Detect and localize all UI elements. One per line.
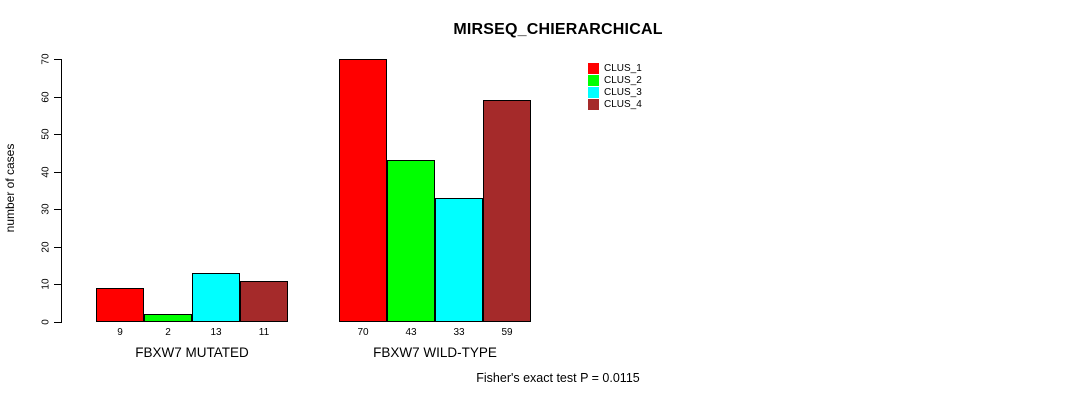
y-axis-tick bbox=[54, 59, 61, 60]
y-axis-tick bbox=[54, 246, 61, 248]
bar-clus_1-wild-type bbox=[339, 59, 387, 322]
y-tick-label: 50 bbox=[40, 128, 52, 140]
y-axis-tick bbox=[54, 171, 61, 173]
legend-label: CLUS_4 bbox=[604, 98, 642, 110]
y-tick-label: 30 bbox=[40, 203, 52, 215]
y-axis-tick bbox=[54, 322, 61, 323]
bar-value-label: 9 bbox=[117, 327, 123, 338]
bar-value-label: 33 bbox=[453, 327, 465, 338]
bar-value-label: 13 bbox=[210, 327, 222, 338]
bar-clus_3-mutated bbox=[192, 273, 240, 322]
y-tick-label: 60 bbox=[40, 91, 52, 103]
group-label-wild-type: FBXW7 WILD-TYPE bbox=[373, 345, 497, 360]
y-tick-label: 10 bbox=[40, 278, 52, 290]
y-axis-label: number of cases bbox=[3, 143, 17, 233]
y-axis-tick bbox=[54, 96, 61, 98]
y-tick-label: 40 bbox=[40, 166, 52, 178]
bar-value-label: 2 bbox=[165, 327, 171, 338]
legend-item-clus_1: CLUS_1 bbox=[588, 62, 642, 74]
bar-value-label: 70 bbox=[357, 327, 369, 338]
y-axis-tick bbox=[54, 209, 61, 211]
y-tick-label: 0 bbox=[40, 319, 52, 325]
bar-clus_2-mutated bbox=[144, 314, 192, 322]
bar-value-label: 11 bbox=[258, 327, 270, 338]
annotation-fisher-test: Fisher's exact test P = 0.0115 bbox=[476, 371, 640, 385]
legend-swatch-clus_4 bbox=[588, 98, 599, 110]
legend-swatch-clus_2 bbox=[588, 74, 599, 86]
legend-label: CLUS_3 bbox=[604, 86, 642, 98]
legend-swatch-clus_1 bbox=[588, 62, 599, 74]
legend-item-clus_2: CLUS_2 bbox=[588, 74, 642, 86]
legend-swatch-clus_3 bbox=[588, 86, 599, 98]
bar-clus_3-wild-type bbox=[435, 198, 483, 322]
bar-clus_2-wild-type bbox=[387, 160, 435, 322]
y-axis-tick bbox=[54, 284, 61, 286]
legend-label: CLUS_2 bbox=[604, 74, 642, 86]
legend: CLUS_1 CLUS_2 CLUS_3 CLUS_4 bbox=[588, 62, 642, 110]
chart-title: MIRSEQ_CHIERARCHICAL bbox=[453, 21, 663, 38]
bar-value-label: 43 bbox=[405, 327, 417, 338]
bar-value-label: 59 bbox=[501, 327, 513, 338]
y-axis-tick bbox=[54, 134, 61, 136]
legend-item-clus_4: CLUS_4 bbox=[588, 98, 642, 110]
bar-clus_4-mutated bbox=[240, 280, 288, 322]
group-label-mutated: FBXW7 MUTATED bbox=[135, 345, 249, 360]
y-tick-label: 70 bbox=[40, 53, 52, 65]
bar-clus_1-mutated bbox=[96, 288, 144, 322]
bar-clus_4-wild-type bbox=[483, 100, 531, 322]
y-tick-label: 20 bbox=[40, 241, 52, 253]
legend-item-clus_3: CLUS_3 bbox=[588, 86, 642, 98]
y-axis-line bbox=[61, 59, 62, 323]
legend-label: CLUS_1 bbox=[604, 62, 642, 74]
